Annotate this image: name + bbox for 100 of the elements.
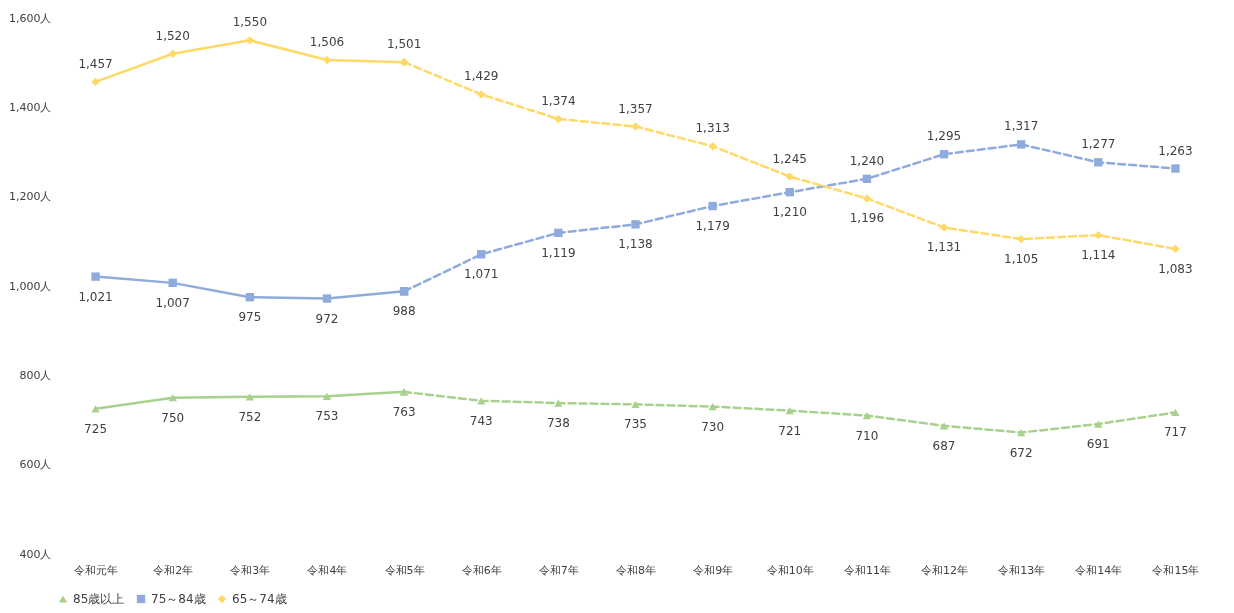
point [1094,158,1103,167]
data-label: 1,313 [695,121,730,136]
point [91,77,100,87]
data-label: 1,105 [1003,252,1039,267]
point [168,49,177,58]
data-label: 710 [855,428,879,443]
x-tick-label: 令和4年 [307,563,348,577]
data-label: 730 [701,419,725,434]
point [862,174,872,183]
point [939,150,949,159]
point [168,394,177,402]
data-label: 1,210 [772,205,807,220]
data-label: 1,007 [155,295,190,310]
point [708,142,717,151]
point [554,228,563,238]
y-tick-label: 1,200人 [9,190,52,204]
point [1171,408,1180,417]
data-label: 1,119 [541,245,576,260]
point [91,272,100,281]
data-label: 1,457 [78,56,113,71]
point [1094,420,1103,428]
point [245,292,255,302]
legend-label: 75～84歳 [151,592,206,606]
point [708,201,717,211]
legend-label: 85歳以上 [73,592,125,606]
point [785,188,794,197]
point [631,122,640,131]
point [939,422,949,430]
point [322,392,332,400]
x-tick-label: 令和15年 [1152,563,1200,577]
y-tick-label: 400人 [19,547,52,561]
data-label: 1,083 [1158,261,1193,276]
point [554,399,563,407]
data-label: 972 [315,311,339,326]
data-label: 721 [778,423,802,438]
x-tick-label: 令和5年 [384,563,425,577]
data-label: 717 [1163,425,1187,440]
data-label: 1,263 [1158,143,1193,158]
x-tick-label: 令和11年 [843,563,891,577]
point [1094,230,1103,240]
data-label: 975 [238,310,262,325]
x-tick-label: 令和7年 [538,563,579,577]
data-label: 1,506 [309,34,345,49]
point [399,388,409,396]
point [862,194,872,203]
point [399,287,409,296]
data-label: 750 [161,410,185,425]
point [785,407,794,415]
data-label: 1,317 [1003,119,1039,134]
point [708,402,717,411]
x-tick-label: 令和14年 [1075,563,1123,577]
data-label: 752 [238,409,262,424]
data-label: 725 [84,421,108,436]
data-label: 1,429 [464,69,499,84]
point [1016,140,1026,149]
point [631,220,640,229]
point [322,294,332,303]
y-tick-label: 1,400人 [9,100,52,114]
data-label: 1,277 [1081,137,1116,152]
data-label: 1,245 [772,151,807,166]
x-tick-label: 令和9年 [693,563,734,577]
data-label: 1,374 [541,93,576,108]
data-label: 735 [624,417,647,432]
data-label: 1,501 [386,37,422,52]
point [168,278,177,288]
y-tick-label: 800人 [19,368,52,382]
data-label: 1,196 [849,211,885,226]
point [631,400,640,408]
point [1016,428,1026,437]
point [1171,164,1180,173]
point [862,411,872,420]
point [785,172,794,181]
point [245,393,255,401]
point [477,250,486,259]
data-label: 1,131 [926,240,962,255]
point [399,58,409,67]
data-label: 743 [469,413,493,428]
legend-label: 65～74歳 [232,592,287,606]
x-tick-label: 令和8年 [616,563,656,577]
x-tick-label: 令和3年 [230,563,271,577]
y-tick-label: 600人 [19,458,52,472]
data-label: 691 [1086,437,1110,452]
y-tick-label: 1,600人 [9,11,52,25]
data-label: 738 [546,416,570,431]
point [245,36,255,45]
point [477,397,486,405]
data-label: 1,240 [849,153,885,168]
y-tick-label: 1,000人 [9,279,52,293]
point [939,223,949,232]
x-tick-label: 令和13年 [998,563,1046,577]
point [1171,244,1180,254]
data-label: 753 [315,409,339,424]
point [554,114,563,124]
x-tick-label: 令和12年 [921,563,969,577]
data-label: 1,550 [232,15,268,30]
data-label: 988 [392,304,416,319]
x-tick-label: 令和2年 [153,563,194,577]
x-tick-label: 令和10年 [766,563,814,577]
x-tick-label: 令和元年 [74,563,119,577]
data-label: 1,071 [464,267,499,282]
